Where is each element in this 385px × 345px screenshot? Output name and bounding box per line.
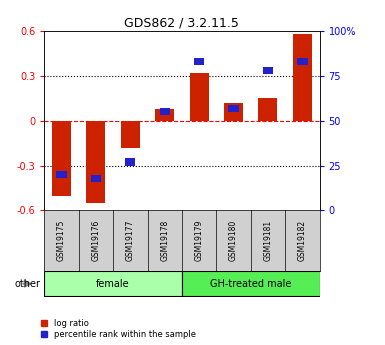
Text: other: other bbox=[14, 279, 40, 289]
Bar bbox=[194, 58, 204, 65]
Text: GSM19181: GSM19181 bbox=[263, 220, 273, 261]
Bar bbox=[182, 271, 320, 296]
Text: female: female bbox=[96, 279, 130, 289]
Text: GSM19180: GSM19180 bbox=[229, 220, 238, 261]
Text: GSM19178: GSM19178 bbox=[160, 220, 169, 261]
Bar bbox=[297, 58, 308, 65]
Bar bbox=[293, 34, 312, 121]
Text: GSM19175: GSM19175 bbox=[57, 220, 66, 261]
Bar bbox=[159, 108, 170, 115]
Bar bbox=[44, 271, 182, 296]
Bar bbox=[263, 67, 273, 74]
Bar bbox=[228, 105, 239, 112]
Bar bbox=[56, 171, 67, 178]
Text: GSM19176: GSM19176 bbox=[91, 220, 100, 261]
Legend: log ratio, percentile rank within the sample: log ratio, percentile rank within the sa… bbox=[41, 319, 196, 339]
Bar bbox=[258, 98, 278, 121]
Bar bbox=[224, 103, 243, 121]
Bar bbox=[155, 109, 174, 121]
Bar bbox=[52, 121, 71, 196]
Bar bbox=[91, 175, 101, 182]
Bar bbox=[125, 158, 136, 166]
Bar bbox=[190, 73, 209, 121]
Bar bbox=[121, 121, 140, 148]
Title: GDS862 / 3.2.11.5: GDS862 / 3.2.11.5 bbox=[124, 17, 239, 30]
Text: GH-treated male: GH-treated male bbox=[210, 279, 291, 289]
Text: GSM19177: GSM19177 bbox=[126, 220, 135, 261]
Text: GSM19179: GSM19179 bbox=[194, 220, 204, 261]
Text: GSM19182: GSM19182 bbox=[298, 220, 307, 261]
Bar bbox=[86, 121, 105, 203]
